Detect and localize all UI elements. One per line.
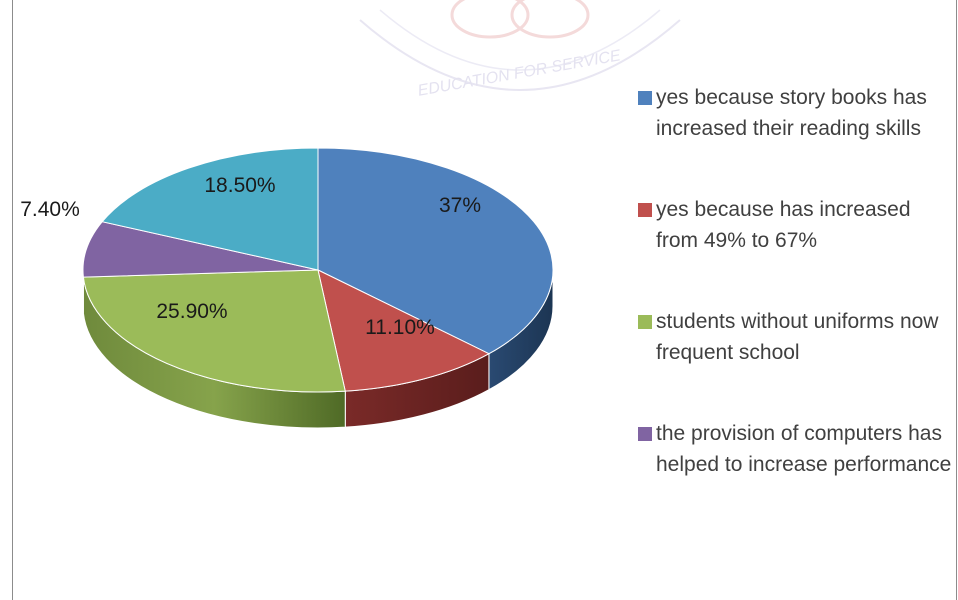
legend-label: the provision of computers has helped to… <box>638 418 956 480</box>
data-label-other: 18.50% <box>204 174 275 197</box>
legend-item-increased: yes because has increased from 49% to 67… <box>638 194 956 256</box>
legend-label: yes because story books has increased th… <box>638 82 956 144</box>
legend-swatch-blue <box>638 91 652 105</box>
data-label-story-books: 37% <box>439 194 481 217</box>
legend-swatch-green <box>638 315 652 329</box>
legend-item-computers: the provision of computers has helped to… <box>638 418 956 480</box>
data-label-computers: 7.40% <box>20 198 80 221</box>
data-label-increased: 11.10% <box>365 316 435 339</box>
legend-swatch-red <box>638 203 652 217</box>
data-label-uniforms: 25.90% <box>156 300 227 323</box>
legend-item-story-books: yes because story books has increased th… <box>638 82 956 144</box>
legend-label: students without uniforms now frequent s… <box>638 306 956 368</box>
pie-tops <box>83 148 553 392</box>
legend-item-uniforms: students without uniforms now frequent s… <box>638 306 956 368</box>
legend-swatch-purple <box>638 427 652 441</box>
legend-label: yes because has increased from 49% to 67… <box>638 194 956 256</box>
